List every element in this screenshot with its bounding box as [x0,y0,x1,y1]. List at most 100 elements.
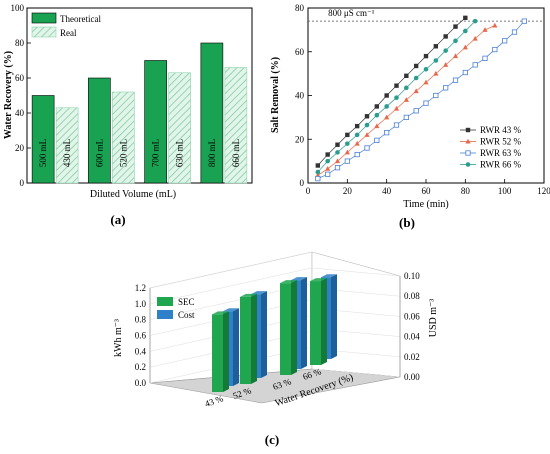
panel-c-y2-tick-label: 0.08 [404,291,420,301]
panel-b-x-axis-title: Time (min) [403,199,448,210]
series-1-point [354,140,360,146]
bar-sec-2-top [280,280,297,284]
series-line-0 [317,17,466,166]
legend-swatch-real [31,26,57,38]
series-0-point [443,34,448,39]
series-2-point [315,176,321,182]
series-1-point [452,53,459,59]
series-2-point [433,92,439,99]
panel-c-label: (c) [265,432,279,447]
legend-label-real: Real [60,28,77,38]
series-1-point [472,35,478,41]
series-0-point [453,24,458,29]
panel-b-label: (b) [399,215,415,230]
panel-c-y2-axis-title: USD m⁻³ [428,299,439,338]
panel-c-y-tick-label: 0.4 [135,346,147,356]
series-2-point [423,100,429,106]
series-2-point [364,145,370,151]
series-2-point [462,69,468,76]
series-2-point [403,114,409,120]
series-1-point [443,62,449,67]
bar-label-theoretical-2: 700 mL [151,139,161,167]
panel-c-gridline-back [311,368,401,378]
series-0-point [463,15,468,21]
bar-label-theoretical-1: 600 mL [94,139,104,167]
panel-a-y-tick-label: 0 [20,178,25,188]
series-0-point [374,104,380,109]
series-3-point [404,85,409,91]
series-3-point [315,169,321,175]
bar-real-2 [168,72,191,184]
panel-a-x-axis-title: Diluted Volume (mL) [90,189,176,200]
series-0-point [325,152,330,157]
bar-sec-1-top [240,293,257,297]
panel-c-y2-tick-label: 0.02 [404,352,420,362]
bar-label-real-0: 430 mL [62,139,72,167]
series-3-point [325,158,330,164]
bar-sec-0-top [212,311,229,315]
bar-real-1 [112,91,135,184]
panel-b-x-tick-label: 60 [422,186,432,196]
bar-cost-1-top [251,291,267,295]
panel-c-y-tick-label: 1.2 [135,283,146,293]
series-3-point [384,104,389,109]
legend-marker-1 [465,138,471,144]
legend-label-sec: SEC [178,297,195,307]
series-0-point [423,53,429,59]
panel-a-y-tick-label: 80 [15,38,25,48]
bar-label-real-3: 660 mL [231,139,241,167]
bar-sec-3 [310,281,321,365]
panel-b-x-tick-label: 100 [498,186,512,196]
panel-b-x-tick-label: 20 [343,186,353,196]
bar-sec-1-side [251,293,257,384]
series-2-point [393,122,400,128]
panel-c-3d-bar-chart: 43 %52 %63 %66 % 0.00.20.40.60.81.01.20.… [113,251,439,447]
series-2-point [521,18,527,24]
series-1-point [433,70,439,76]
bar-sec-2 [280,283,291,375]
series-1-point [325,165,331,171]
series-3-point [354,132,360,138]
series-3-point [423,66,429,72]
series-1-point [344,149,350,155]
legend-swatch-theoretical [31,12,57,24]
series-1-point [384,114,390,120]
bar-cost-0-side [233,308,239,386]
bar-theoretical-2 [144,60,167,184]
panel-b-x-tick-label: 40 [382,186,392,196]
panel-b-legend: RWR 43 % RWR 52 %RWR 63 % RWR 66 % [460,125,522,170]
bar-sec-3-top [310,278,327,282]
panel-b-y-tick-label: 60 [295,47,305,57]
series-2-point [502,38,508,44]
series-2-point [413,108,419,114]
series-3-point [335,150,340,155]
panel-c-y2-tick-label: 0.06 [404,311,420,321]
series-0-point [384,93,389,98]
series-2-point [443,85,449,91]
bar-label-theoretical-3: 800 mL [207,139,217,167]
panel-c-legend: SEC Cost [157,297,195,320]
series-1-point [393,105,400,111]
bar-sec-3-side [321,278,327,365]
legend-marker-0 [465,127,471,133]
series-3-point [472,18,478,24]
series-2-point [384,130,390,136]
series-1-point [413,88,419,94]
series-1-point [334,158,341,164]
bar-label-real-1: 520 mL [118,139,128,167]
panel-b-y-tick-label: 40 [295,91,305,101]
series-2-point [492,46,498,53]
panel-a-bar-chart: 500 mL 430 mL 600 mL 520 mL 700 mL 630 mL 800 … [3,3,253,227]
bar-cost-3-top [321,274,337,278]
bar-cost-0-top [223,308,239,312]
panel-a-y-tick-label: 20 [15,143,25,153]
series-2-point [325,171,331,177]
series-2-point [472,62,478,68]
series-0-point [345,132,350,138]
panel-b-x-tick-label: 120 [537,186,550,196]
panel-b-y-tick-label: 0 [300,178,305,188]
bar-cost-1-side [261,291,267,378]
panel-c-y-tick-label: 0.6 [135,331,147,341]
panel-c-y2-tick-label: 0.04 [404,332,420,342]
